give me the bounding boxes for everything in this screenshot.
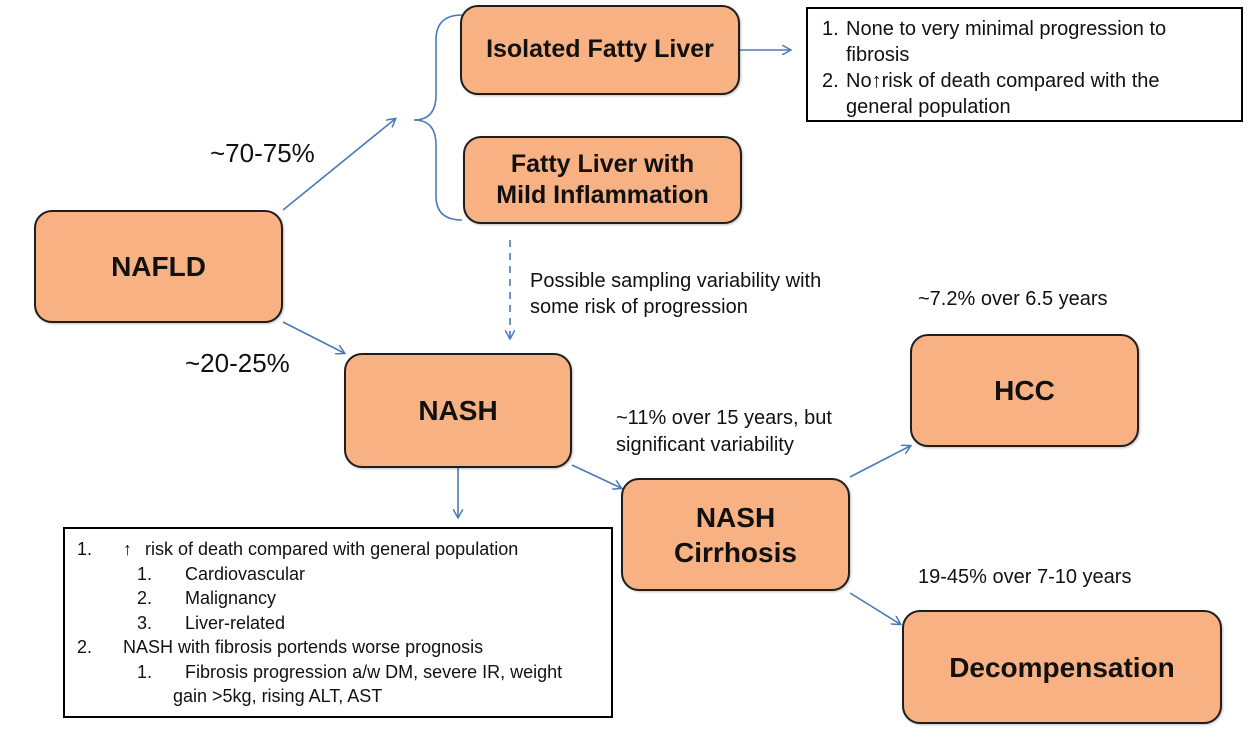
arrow-nash-to-cirrhosis xyxy=(571,464,621,488)
label-pct-upper: ~70-75% xyxy=(210,138,315,168)
note-isolated-item-2-line2: general population xyxy=(846,96,1011,118)
node-decompensation: Decompensation xyxy=(902,610,1222,724)
arrow-nafld-to-fatty xyxy=(282,119,395,211)
label-sampling-line1: Possible sampling variability with xyxy=(530,270,822,292)
label-cirrhosis-rate-line1: ~11% over 15 years, but xyxy=(616,407,832,429)
note-nash-item-2: 2. NASH with fibrosis portends worse pro… xyxy=(77,635,611,660)
note-nash-sub1-1: 1. Cardiovascular xyxy=(77,562,611,587)
node-nash-cirrhosis: NASH Cirrhosis xyxy=(621,478,850,591)
arrow-cirrhosis-to-decomp xyxy=(849,592,900,624)
node-inflam-line2: Mild Inflammation xyxy=(496,181,709,209)
note-isolated-item-2-no: No xyxy=(846,70,872,92)
note-nash-sub2-1-line2: gain >5kg, rising ALT, AST xyxy=(173,686,383,706)
note-nash-sub2-1-cont: gain >5kg, rising ALT, AST xyxy=(77,684,611,709)
label-sampling-line2: some risk of progression xyxy=(530,296,748,318)
note-nash-item-1-num: 1. xyxy=(77,539,93,559)
node-nafld: NAFLD xyxy=(34,210,283,323)
up-arrow-icon: ↑ xyxy=(871,70,882,92)
node-hcc-label: HCC xyxy=(994,375,1055,406)
note-nash-sub1-2: 2. Malignancy xyxy=(77,586,611,611)
label-sampling: Possible sampling variability with some … xyxy=(530,268,821,320)
arrow-cirrhosis-to-hcc xyxy=(849,446,910,478)
label-pct-lower: ~20-25% xyxy=(185,348,290,378)
label-cirrhosis-rate-line2: significant variability xyxy=(616,434,794,456)
curly-bracket xyxy=(413,14,463,221)
node-cirrhosis-line2: Cirrhosis xyxy=(674,536,797,568)
note-isolated-outcomes: 1. None to very minimal progression to f… xyxy=(806,7,1243,122)
note-nash-item-2-text: NASH with fibrosis portends worse progno… xyxy=(123,637,484,657)
node-isolated-fatty-liver: Isolated Fatty Liver xyxy=(460,5,740,95)
note-nash-sub1-1-num: 1. xyxy=(137,563,153,584)
note-isolated-item-2-line1: risk of death compared with the xyxy=(881,70,1160,92)
note-nash-sub2-1-line1: Fibrosis progression a/w DM, severe IR, … xyxy=(185,661,563,682)
node-fatty-liver-inflammation: Fatty Liver with Mild Inflammation xyxy=(463,136,742,224)
note-nash-sub2-1-num: 1. xyxy=(137,661,153,682)
note-isolated-item-1-num: 1. xyxy=(822,18,839,40)
arrow-nafld-to-nash xyxy=(282,321,344,353)
node-inflam-line1: Fatty Liver with xyxy=(510,149,695,178)
note-nash-outcomes: 1. ↑ risk of death compared with general… xyxy=(63,527,613,718)
note-nash-sub1-1-text: Cardiovascular xyxy=(185,563,306,584)
note-isolated-item-2: 2. No↑risk of death compared with the ge… xyxy=(822,68,1233,120)
up-arrow-icon: ↑ xyxy=(123,539,132,559)
note-nash-sub1-3: 3. Liver-related xyxy=(77,611,611,636)
node-decomp-label: Decompensation xyxy=(949,651,1175,683)
label-cirrhosis-rate: ~11% over 15 years, but significant vari… xyxy=(616,405,832,459)
note-isolated-item-1-line2: fibrosis xyxy=(846,44,910,66)
note-nash-sub2-1: 1. Fibrosis progression a/w DM, severe I… xyxy=(77,660,611,685)
node-nash-label: NASH xyxy=(418,395,498,426)
note-nash-item-1-text: risk of death compared with general popu… xyxy=(145,539,519,559)
note-isolated-item-1: 1. None to very minimal progression to f… xyxy=(822,16,1233,68)
note-isolated-item-1-line1: None to very minimal progression to xyxy=(846,18,1167,40)
note-isolated-item-2-num: 2. xyxy=(822,70,839,92)
note-nash-sub1-3-text: Liver-related xyxy=(185,612,286,633)
label-hcc-rate: ~7.2% over 6.5 years xyxy=(918,288,1108,310)
note-nash-sub1-2-text: Malignancy xyxy=(185,588,277,608)
label-decomp-rate: 19-45% over 7-10 years xyxy=(918,566,1132,588)
node-nash: NASH xyxy=(344,353,572,468)
note-nash-item-1: 1. ↑ risk of death compared with general… xyxy=(77,537,611,562)
node-isolated-label: Isolated Fatty Liver xyxy=(486,35,714,64)
node-nafld-label: NAFLD xyxy=(111,251,206,282)
node-cirrhosis-line1: NASH xyxy=(695,501,776,533)
note-nash-sub1-2-num: 2. xyxy=(137,588,153,608)
note-nash-item-2-num: 2. xyxy=(77,637,93,657)
note-nash-sub1-3-num: 3. xyxy=(137,612,153,633)
node-hcc: HCC xyxy=(910,334,1139,447)
